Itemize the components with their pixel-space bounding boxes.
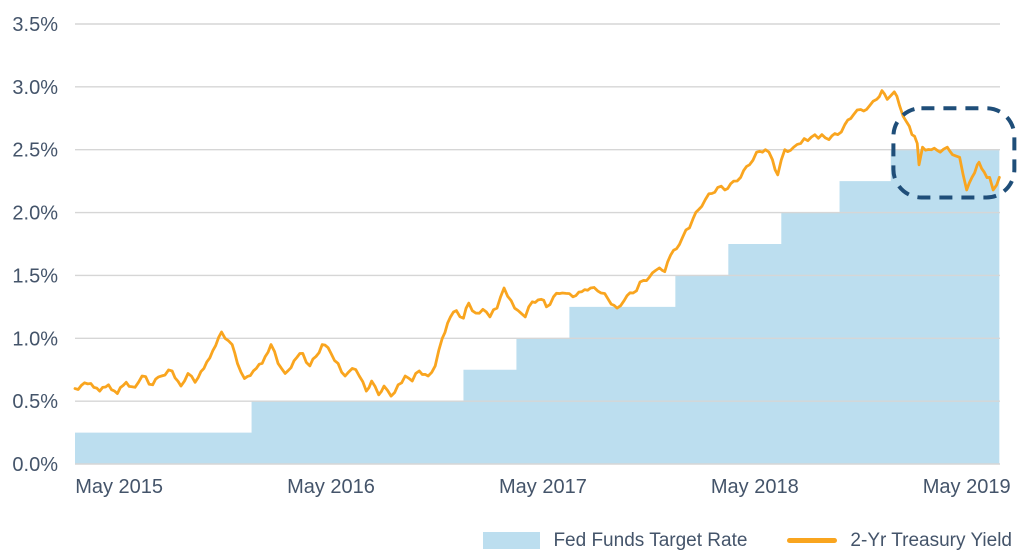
legend-label-treasury: 2-Yr Treasury Yield — [850, 530, 1012, 551]
x-tick-label: May 2016 — [287, 476, 375, 498]
legend-label-fed-funds: Fed Funds Target Rate — [553, 530, 748, 551]
y-tick-label: 0.5% — [12, 391, 58, 413]
fed-funds-swatch — [483, 532, 541, 549]
x-tick-label: May 2015 — [75, 476, 163, 498]
y-tick-label: 3.5% — [12, 14, 58, 36]
legend-item-fed-funds: Fed Funds Target Rate — [483, 531, 747, 550]
y-tick-label: 0.0% — [12, 454, 58, 476]
y-tick-label: 3.0% — [12, 77, 58, 99]
y-tick-label: 1.5% — [12, 265, 58, 287]
fed-funds-area — [75, 149, 1000, 464]
x-tick-label: May 2019 — [923, 476, 1011, 498]
legend-item-treasury: 2-Yr Treasury Yield — [787, 531, 1012, 550]
y-tick-label: 2.5% — [12, 140, 58, 162]
y-tick-label: 1.0% — [12, 328, 58, 350]
y-tick-label: 2.0% — [12, 203, 58, 225]
treasury-yield-line — [73, 89, 1001, 398]
chart-legend: Fed Funds Target Rate 2-Yr Treasury Yiel… — [483, 531, 1012, 550]
x-tick-label: May 2017 — [499, 476, 587, 498]
annotation-dashed-box — [891, 106, 1017, 200]
x-tick-label: May 2018 — [711, 476, 799, 498]
treasury-swatch — [787, 538, 838, 543]
